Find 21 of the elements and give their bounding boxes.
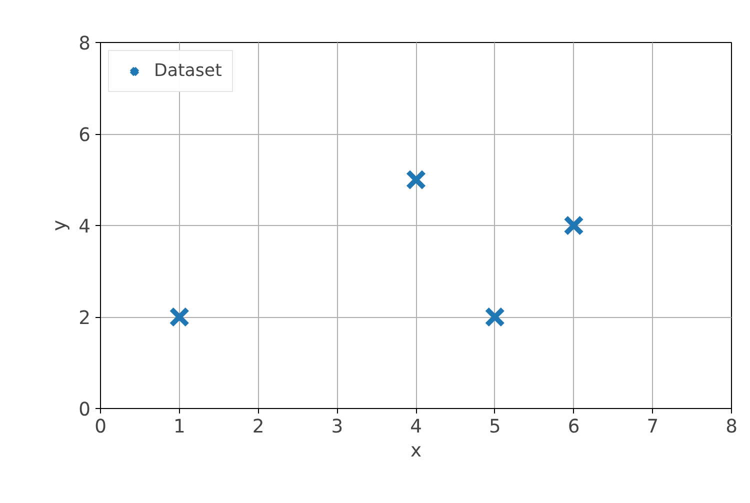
- y-axis-title: y: [50, 220, 71, 232]
- legend-label: Dataset: [154, 61, 222, 81]
- x-tick-label: 2: [252, 416, 264, 438]
- x-tick-label: 3: [331, 416, 344, 438]
- point: [406, 169, 426, 190]
- y-tick-label: 2: [78, 308, 91, 329]
- x-axis-title: x: [410, 440, 422, 462]
- x-tick-label: 1: [173, 416, 186, 438]
- x-tick-label: 5: [488, 416, 501, 438]
- point: [563, 215, 584, 236]
- point: [169, 306, 190, 328]
- y-tick-label: 6: [78, 125, 91, 146]
- y-tick-label: 0: [78, 400, 91, 420]
- y-tick-label: 8: [78, 34, 91, 54]
- x-tick-label: 4: [410, 416, 422, 438]
- y-tick-label: 4: [78, 216, 91, 238]
- x-tick-label: 0: [94, 416, 106, 438]
- point: [484, 306, 506, 328]
- x-tick-label: 8: [726, 416, 738, 438]
- x-tick-label: 7: [646, 416, 659, 438]
- x-tick-label: 6: [568, 416, 580, 438]
